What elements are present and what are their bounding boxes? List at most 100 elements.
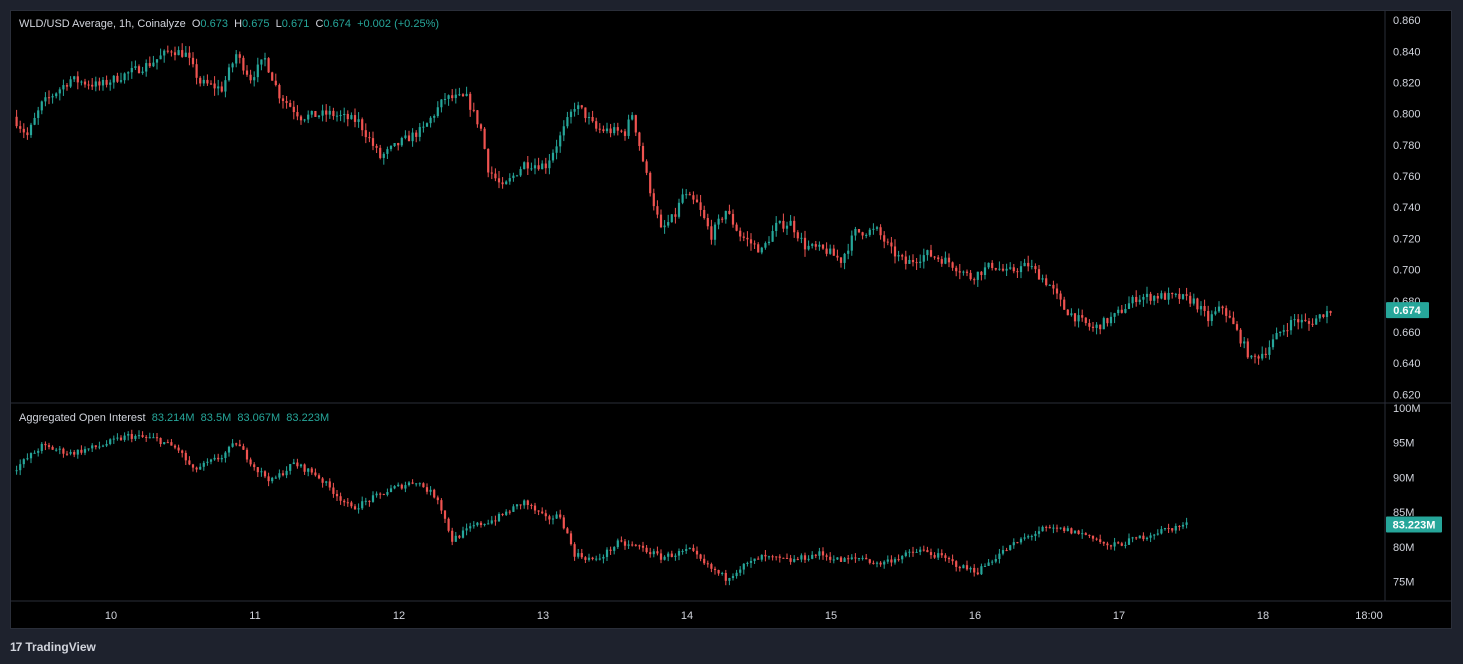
price-candle[interactable]	[325, 110, 328, 115]
price-candle[interactable]	[1019, 266, 1023, 273]
price-candle[interactable]	[98, 81, 101, 86]
oi-candle[interactable]	[436, 497, 439, 501]
oi-candle[interactable]	[569, 533, 573, 545]
price-candle[interactable]	[1185, 294, 1188, 296]
price-candle[interactable]	[278, 85, 281, 99]
oi-candle[interactable]	[987, 562, 990, 566]
oi-candle[interactable]	[199, 466, 202, 470]
oi-candle[interactable]	[425, 487, 429, 492]
price-candle[interactable]	[1016, 271, 1019, 273]
oi-candle[interactable]	[1084, 533, 1087, 535]
oi-candle[interactable]	[296, 462, 299, 467]
oi-candle[interactable]	[271, 477, 274, 482]
price-candle[interactable]	[83, 81, 87, 85]
oi-candle[interactable]	[706, 563, 709, 565]
oi-candle[interactable]	[908, 551, 911, 553]
price-candle[interactable]	[285, 100, 288, 103]
price-candle[interactable]	[541, 163, 544, 170]
oi-candle[interactable]	[37, 450, 40, 453]
price-candle[interactable]	[65, 85, 69, 87]
oi-candle[interactable]	[418, 483, 421, 485]
oi-candle[interactable]	[1081, 533, 1084, 535]
price-candle[interactable]	[1156, 295, 1159, 299]
oi-candle[interactable]	[307, 468, 310, 472]
oi-candle[interactable]	[548, 516, 551, 520]
oi-candle[interactable]	[465, 528, 468, 531]
price-candle[interactable]	[1329, 311, 1332, 313]
oi-candle[interactable]	[854, 557, 857, 559]
price-candle[interactable]	[987, 262, 990, 268]
price-candle[interactable]	[112, 75, 115, 83]
oi-candle[interactable]	[901, 555, 904, 560]
price-candle[interactable]	[537, 165, 540, 170]
oi-candle[interactable]	[652, 551, 655, 555]
price-candle[interactable]	[433, 115, 436, 118]
price-candle[interactable]	[659, 214, 663, 228]
price-candle[interactable]	[1037, 269, 1041, 280]
price-candle[interactable]	[461, 94, 465, 97]
oi-candle[interactable]	[105, 444, 108, 446]
oi-candle[interactable]	[1099, 539, 1102, 542]
oi-candle[interactable]	[562, 517, 565, 529]
oi-candle[interactable]	[512, 506, 515, 512]
price-candle[interactable]	[652, 193, 655, 207]
oi-candle[interactable]	[541, 511, 544, 514]
price-candle[interactable]	[1081, 315, 1084, 318]
price-candle[interactable]	[962, 271, 965, 273]
price-candle[interactable]	[868, 229, 871, 235]
price-candle[interactable]	[782, 220, 785, 229]
oi-candle[interactable]	[1073, 530, 1077, 534]
price-candle[interactable]	[353, 115, 357, 122]
price-candle[interactable]	[800, 237, 803, 239]
price-candle[interactable]	[926, 250, 929, 256]
price-candle[interactable]	[559, 135, 562, 147]
price-candle[interactable]	[933, 256, 936, 258]
price-candle[interactable]	[357, 119, 360, 122]
price-candle[interactable]	[519, 169, 522, 176]
price-candle[interactable]	[793, 220, 796, 233]
price-candle[interactable]	[911, 259, 915, 263]
oi-candle[interactable]	[857, 558, 861, 560]
price-candle[interactable]	[80, 81, 83, 83]
oi-candle[interactable]	[861, 557, 864, 559]
oi-candle[interactable]	[875, 562, 879, 564]
oi-candle[interactable]	[227, 446, 231, 453]
price-candle[interactable]	[1325, 311, 1329, 317]
price-candle[interactable]	[897, 255, 900, 257]
price-candle[interactable]	[778, 220, 781, 223]
price-candle[interactable]	[1142, 296, 1145, 300]
price-candle[interactable]	[22, 128, 25, 133]
price-candle[interactable]	[631, 115, 634, 120]
price-candle[interactable]	[245, 70, 249, 75]
price-candle[interactable]	[789, 220, 792, 226]
price-candle[interactable]	[1178, 293, 1181, 299]
price-candle[interactable]	[577, 105, 580, 110]
price-candle[interactable]	[26, 132, 29, 136]
oi-candle[interactable]	[904, 552, 907, 556]
symbol-title[interactable]: WLD/USD Average, 1h, Coinalyze	[19, 18, 186, 30]
oi-candle[interactable]	[609, 549, 612, 551]
oi-candle[interactable]	[778, 556, 781, 558]
price-candle[interactable]	[242, 57, 245, 71]
oi-candle[interactable]	[310, 468, 313, 473]
oi-candle[interactable]	[249, 459, 252, 465]
price-candle[interactable]	[335, 115, 339, 117]
oi-candle[interactable]	[767, 556, 771, 558]
price-candle[interactable]	[235, 54, 238, 64]
price-candle[interactable]	[1300, 319, 1303, 323]
price-candle[interactable]	[998, 268, 1001, 270]
oi-candle[interactable]	[1052, 527, 1055, 529]
oi-candle[interactable]	[605, 549, 609, 557]
price-candle[interactable]	[821, 244, 825, 249]
price-candle[interactable]	[469, 93, 472, 110]
price-candle[interactable]	[1279, 331, 1282, 333]
price-candle[interactable]	[1127, 303, 1131, 309]
price-candle[interactable]	[249, 74, 252, 81]
price-candle[interactable]	[119, 80, 123, 82]
price-candle[interactable]	[130, 67, 133, 73]
oi-candle[interactable]	[1106, 543, 1109, 546]
price-candle[interactable]	[1253, 355, 1257, 357]
price-candle[interactable]	[47, 97, 51, 99]
oi-candle[interactable]	[400, 484, 403, 489]
price-candle[interactable]	[238, 54, 241, 58]
